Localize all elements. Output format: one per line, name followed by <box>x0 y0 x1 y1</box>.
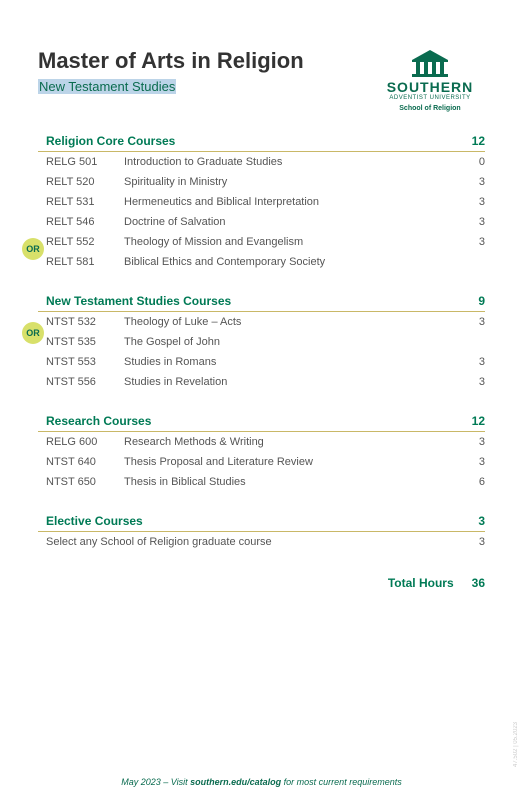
course-row: NTST 650Thesis in Biblical Studies6 <box>38 472 485 492</box>
course-credits: 3 <box>455 456 485 468</box>
footer-suffix: for most current requirements <box>281 777 402 787</box>
course-credits: 0 <box>455 156 485 168</box>
course-code: RELT 552 <box>46 236 124 248</box>
footer-link[interactable]: southern.edu/catalog <box>190 777 281 787</box>
course-credits: 3 <box>455 376 485 388</box>
course-title: The Gospel of John <box>124 336 455 348</box>
course-title: Introduction to Graduate Studies <box>124 156 455 168</box>
logo-text-school: School of Religion <box>375 105 485 112</box>
course-credits: 3 <box>455 236 485 248</box>
course-title: Theology of Luke – Acts <box>124 316 455 328</box>
header-row: Master of Arts in Religion New Testament… <box>38 48 485 112</box>
course-title: Thesis in Biblical Studies <box>124 476 455 488</box>
sections: ORReligion Core Courses12RELG 501Introdu… <box>38 134 485 552</box>
course-title: Hermeneutics and Biblical Interpretation <box>124 196 455 208</box>
side-stamp: 47.502 | 05.2023 <box>513 722 519 767</box>
section: Elective Courses3Select any School of Re… <box>38 514 485 552</box>
footer: May 2023 – Visit southern.edu/catalog fo… <box>0 777 523 787</box>
course-credits: 3 <box>455 316 485 328</box>
course-credits: 3 <box>455 536 485 548</box>
course-title: Research Methods & Writing <box>124 436 455 448</box>
course-code: NTST 556 <box>46 376 124 388</box>
building-icon <box>408 48 452 78</box>
course-code: RELT 581 <box>46 256 124 268</box>
course-credits: 3 <box>455 176 485 188</box>
logo-text-sub: ADVENTIST UNIVERSITY <box>375 95 485 102</box>
course-code: NTST 640 <box>46 456 124 468</box>
logo-text-main: SOUTHERN <box>375 80 485 94</box>
footer-prefix: May 2023 – Visit <box>121 777 190 787</box>
course-code: NTST 553 <box>46 356 124 368</box>
section-title: New Testament Studies Courses <box>46 294 231 308</box>
section: ORReligion Core Courses12RELG 501Introdu… <box>38 134 485 272</box>
course-code: RELT 546 <box>46 216 124 228</box>
course-row: RELG 501Introduction to Graduate Studies… <box>38 152 485 172</box>
logo: SOUTHERN ADVENTIST UNIVERSITY School of … <box>375 48 485 112</box>
section-credits: 9 <box>478 294 485 308</box>
course-title: Spirituality in Ministry <box>124 176 455 188</box>
section-title: Elective Courses <box>46 514 143 528</box>
section-header: New Testament Studies Courses 9 <box>38 294 485 312</box>
page-title: Master of Arts in Religion <box>38 48 375 74</box>
elective-row: Select any School of Religion graduate c… <box>38 532 485 552</box>
course-row: RELT 581Biblical Ethics and Contemporary… <box>38 252 485 272</box>
course-code: NTST 535 <box>46 336 124 348</box>
page-subtitle: New Testament Studies <box>38 79 176 94</box>
course-row: NTST 556Studies in Revelation3 <box>38 372 485 392</box>
course-row: RELG 600Research Methods & Writing3 <box>38 432 485 452</box>
total-label: Total Hours <box>388 576 454 590</box>
course-row: NTST 640Thesis Proposal and Literature R… <box>38 452 485 472</box>
course-code: RELT 520 <box>46 176 124 188</box>
course-code: NTST 650 <box>46 476 124 488</box>
course-code: RELG 600 <box>46 436 124 448</box>
total-value: 36 <box>472 576 485 590</box>
course-credits: 3 <box>455 216 485 228</box>
section-header: Religion Core Courses 12 <box>38 134 485 152</box>
course-title: Thesis Proposal and Literature Review <box>124 456 455 468</box>
course-row: NTST 535The Gospel of John <box>38 332 485 352</box>
section-header: Research Courses 12 <box>38 414 485 432</box>
course-row: RELT 531Hermeneutics and Biblical Interp… <box>38 192 485 212</box>
course-row: NTST 532Theology of Luke – Acts3 <box>38 312 485 332</box>
section: Research Courses 12 RELG 600Research Metho… <box>38 414 485 492</box>
section-title: Religion Core Courses <box>46 134 175 148</box>
course-title: Theology of Mission and Evangelism <box>124 236 455 248</box>
page: Master of Arts in Religion New Testament… <box>0 0 523 590</box>
course-credits: 3 <box>455 356 485 368</box>
course-title: Biblical Ethics and Contemporary Society <box>124 256 455 268</box>
section-credits: 12 <box>472 134 485 148</box>
course-code: NTST 532 <box>46 316 124 328</box>
elective-text: Select any School of Religion graduate c… <box>46 536 455 548</box>
title-block: Master of Arts in Religion New Testament… <box>38 48 375 96</box>
course-credits: 6 <box>455 476 485 488</box>
course-row: RELT 520Spirituality in Ministry3 <box>38 172 485 192</box>
course-title: Studies in Revelation <box>124 376 455 388</box>
total-row: Total Hours 36 <box>38 576 485 590</box>
course-title: Studies in Romans <box>124 356 455 368</box>
section: ORNew Testament Studies Courses9NTST 532… <box>38 294 485 392</box>
course-code: RELT 531 <box>46 196 124 208</box>
course-row: RELT 546Doctrine of Salvation3 <box>38 212 485 232</box>
course-title: Doctrine of Salvation <box>124 216 455 228</box>
course-row: NTST 553Studies in Romans3 <box>38 352 485 372</box>
section-title: Research Courses <box>46 414 151 428</box>
course-row: RELT 552Theology of Mission and Evangeli… <box>38 232 485 252</box>
course-credits: 3 <box>455 196 485 208</box>
course-code: RELG 501 <box>46 156 124 168</box>
section-credits: 12 <box>472 414 485 428</box>
section-header: Elective Courses 3 <box>38 514 485 532</box>
section-credits: 3 <box>478 514 485 528</box>
course-credits: 3 <box>455 436 485 448</box>
